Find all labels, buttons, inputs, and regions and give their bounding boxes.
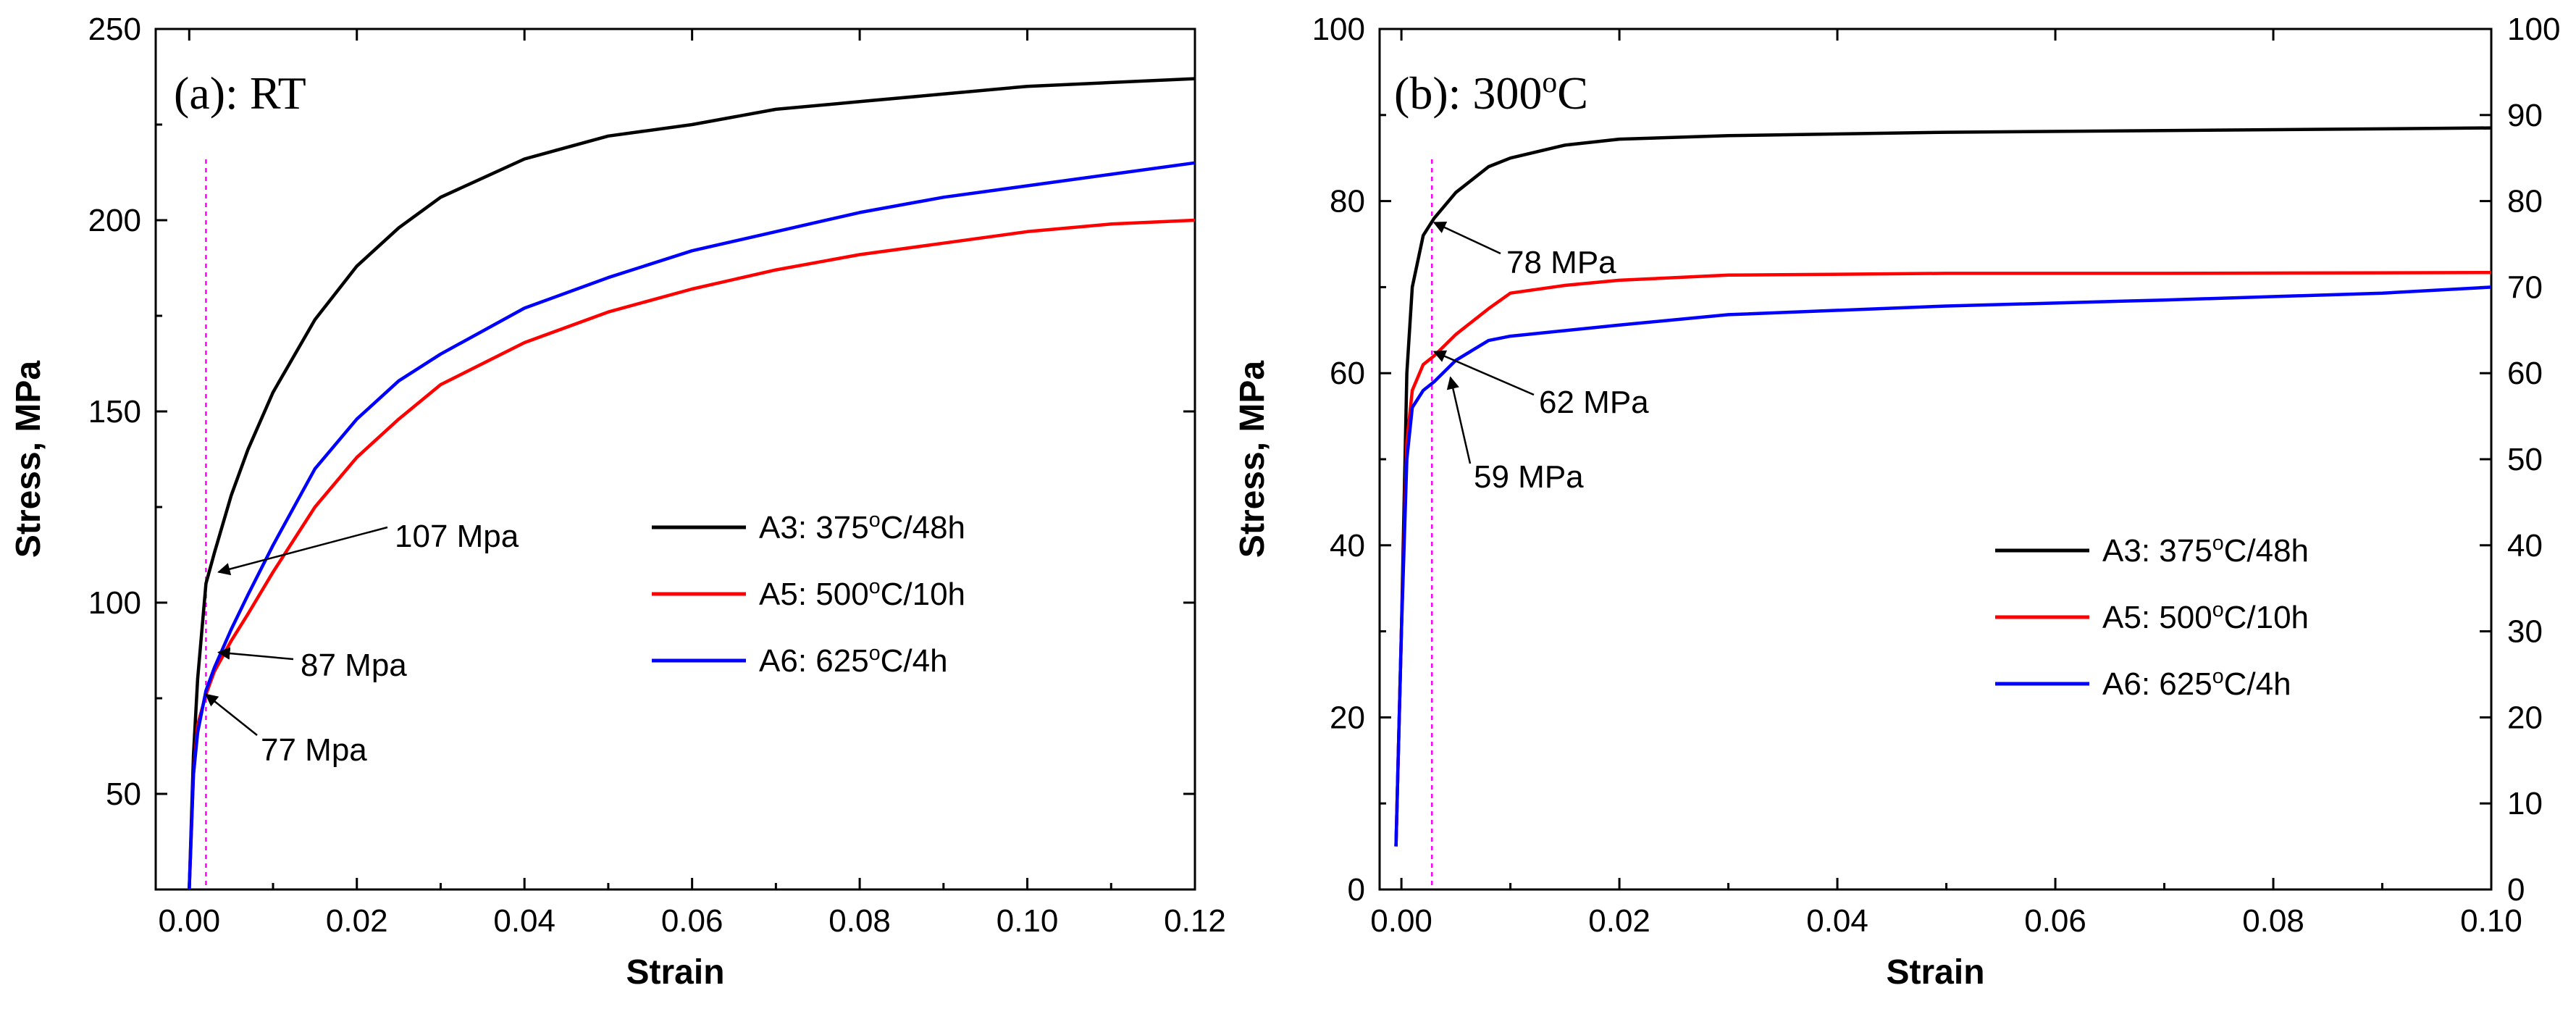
y2-tick-label: 100 bbox=[2507, 12, 2560, 47]
x-tick-label: 0.04 bbox=[1806, 903, 1868, 939]
annotation-label: 59 MPa bbox=[1474, 459, 1584, 495]
annotation-label: 107 Mpa bbox=[395, 519, 519, 554]
legend-label: A3: 375oC/48h bbox=[759, 508, 965, 545]
annotation-arrow bbox=[1446, 376, 1472, 464]
y2-tick-label: 0 bbox=[2507, 872, 2525, 908]
y-axis-label: Stress, MPa bbox=[9, 361, 48, 558]
x-tick-label: 0.10 bbox=[2460, 903, 2522, 939]
y2-tick-label: 40 bbox=[2507, 528, 2543, 564]
y2-tick-label: 50 bbox=[2507, 442, 2543, 477]
y-tick-label: 40 bbox=[1330, 528, 1365, 564]
x-tick-label: 0.06 bbox=[2024, 903, 2086, 939]
annotation-label: 87 Mpa bbox=[301, 648, 407, 683]
y-tick-label: 200 bbox=[88, 203, 141, 238]
y-tick-label: 80 bbox=[1330, 184, 1365, 219]
panel-b-title: (b): 300oC bbox=[1394, 65, 1588, 119]
annotation-arrow bbox=[1432, 350, 1535, 396]
legend-label: A3: 375oC/48h bbox=[2102, 532, 2309, 569]
y-tick-label: 50 bbox=[106, 776, 141, 812]
annotation-label: 77 Mpa bbox=[261, 732, 367, 768]
annotation-label: 78 MPa bbox=[1506, 245, 1616, 280]
y2-tick-label: 80 bbox=[2507, 184, 2543, 219]
y-tick-label: 20 bbox=[1330, 700, 1365, 735]
annotation-arrow bbox=[217, 526, 388, 576]
annotation-arrow bbox=[1432, 222, 1501, 255]
y2-tick-label: 10 bbox=[2507, 786, 2543, 821]
legend-label: A5: 500oC/10h bbox=[2102, 598, 2309, 635]
panel-a-title: (a): RT bbox=[174, 67, 306, 119]
y2-tick-label: 90 bbox=[2507, 98, 2543, 133]
x-tick-label: 0.08 bbox=[828, 903, 891, 939]
x-axis-label: Strain bbox=[1886, 953, 1984, 992]
x-tick-label: 0.12 bbox=[1164, 903, 1226, 939]
x-tick-label: 0.06 bbox=[661, 903, 723, 939]
x-tick-label: 0.10 bbox=[997, 903, 1059, 939]
y-tick-label: 0 bbox=[1348, 872, 1365, 908]
panel-b-chart: 0.00 0.02 0.04 0.06 0.08 0.100204060801000102… bbox=[1233, 12, 2560, 992]
y-tick-label: 100 bbox=[1312, 12, 1365, 47]
plot-frame bbox=[154, 28, 1196, 891]
legend-label: A6: 625oC/4h bbox=[2102, 665, 2291, 702]
x-axis-label: Strain bbox=[626, 953, 724, 992]
series-line-a5 bbox=[1394, 270, 2492, 847]
legend-label: A5: 500oC/10h bbox=[759, 575, 965, 612]
y2-tick-label: 60 bbox=[2507, 356, 2543, 391]
y-tick-label: 150 bbox=[88, 394, 141, 430]
x-tick-label: 0.04 bbox=[493, 903, 555, 939]
x-tick-label: 0.02 bbox=[326, 903, 388, 939]
series-line-a3 bbox=[188, 77, 1196, 890]
y-tick-label: 60 bbox=[1330, 356, 1365, 391]
panel-a-chart: 0.00 0.02 0.04 0.06 0.08 0.10 0.12 50 100 150 200 2… bbox=[9, 12, 1226, 992]
y2-tick-label: 20 bbox=[2507, 700, 2543, 735]
legend-label: A6: 625oC/4h bbox=[759, 642, 948, 679]
annotation-arrow bbox=[205, 693, 258, 736]
series-line-a5 bbox=[188, 218, 1196, 890]
y-axis-label: Stress, MPa bbox=[1233, 361, 1272, 558]
y2-tick-label: 70 bbox=[2507, 269, 2543, 305]
y2-tick-label: 30 bbox=[2507, 614, 2543, 650]
annotation-label: 62 MPa bbox=[1539, 385, 1649, 420]
x-tick-label: 0.02 bbox=[1588, 903, 1650, 939]
annotation-arrow bbox=[217, 647, 294, 661]
x-tick-label: 0.00 bbox=[1370, 903, 1432, 939]
y-tick-label: 100 bbox=[88, 585, 141, 621]
series-line-a3 bbox=[1394, 126, 2492, 847]
y-tick-label: 250 bbox=[88, 12, 141, 47]
x-tick-label: 0.00 bbox=[158, 903, 220, 939]
series-line-a6 bbox=[188, 161, 1196, 890]
series-line-a6 bbox=[1394, 285, 2492, 847]
x-tick-label: 0.08 bbox=[2242, 903, 2304, 939]
